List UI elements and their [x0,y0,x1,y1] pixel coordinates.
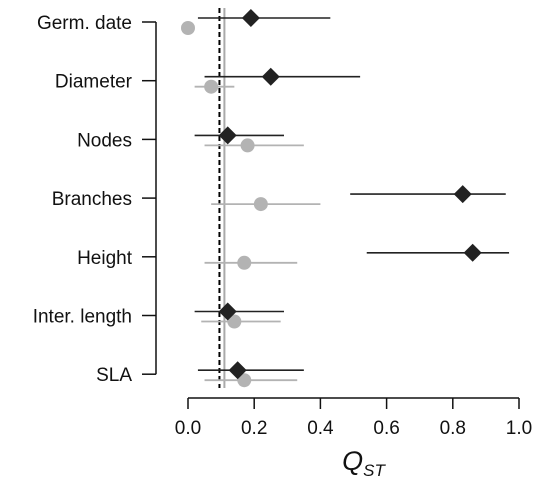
circle-point [227,314,242,329]
y-tick-label: Nodes [77,130,132,151]
x-tick-label: 0.4 [307,418,334,439]
series-layer [181,9,510,388]
diamond-point [218,302,237,321]
x-axis-title: QST [342,446,386,480]
circle-point [253,197,268,212]
circle-point [237,373,252,388]
x-tick-label: 0.8 [440,418,466,439]
diamond-point [453,185,472,204]
circle-point [240,138,255,153]
diamond-point [463,243,482,262]
y-tick-label: Germ. date [37,13,132,34]
circle-point [237,255,252,270]
x-tick-label: 1.0 [506,418,532,439]
diamond-point [261,67,280,86]
diamond-point [241,9,260,27]
circle-point [204,79,219,94]
y-tick-label: Inter. length [33,307,132,328]
y-tick-label: SLA [96,365,132,386]
x-axis: 0.0 0.2 0.4 0.6 0.8 1.0 [175,397,532,439]
circle-point [181,21,195,35]
x-tick-label: 0.2 [241,418,267,439]
x-axis-title-sub: ST [363,461,386,480]
y-axis: Germ. date Diameter Nodes Branches Height Int… [33,13,157,386]
x-axis-title-main: Q [342,446,363,476]
y-tick-label: Branches [52,189,132,210]
diamond-point [218,126,237,145]
x-tick-label: 0.0 [175,418,201,439]
y-tick-label: Diameter [55,72,133,93]
diamond-point [228,361,247,380]
reference-lines [218,8,226,388]
x-tick-label: 0.6 [373,418,399,439]
y-tick-label: Height [77,248,133,269]
